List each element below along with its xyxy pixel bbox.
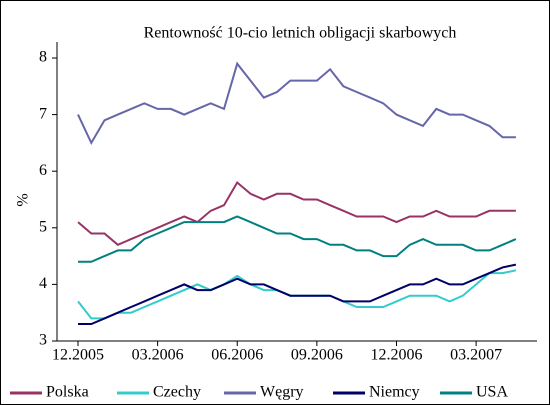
series-line xyxy=(77,61,516,146)
chart-title: Rentowność 10-cio letnich obligacji skar… xyxy=(144,25,457,42)
x-tick-label: 03.2007 xyxy=(450,347,502,364)
legend-label: Niemcy xyxy=(369,384,420,401)
x-tick-label: 12.2006 xyxy=(370,347,422,364)
series-line xyxy=(78,215,517,263)
y-tick-label: 7 xyxy=(39,105,47,122)
legend-label: USA xyxy=(476,384,508,401)
y-tick-label: 4 xyxy=(39,275,47,292)
series-line xyxy=(77,180,516,246)
y-tick-label: 3 xyxy=(39,332,47,349)
legend-label: Węgry xyxy=(260,384,304,401)
y-tick-label: 8 xyxy=(39,49,47,66)
series-line xyxy=(78,263,517,325)
x-tick-label: 03.2006 xyxy=(132,347,184,364)
y-axis-label: % xyxy=(15,193,32,206)
legend-label: Polska xyxy=(46,384,89,401)
legend-label: Czechy xyxy=(153,384,201,401)
x-tick-label: 09.2006 xyxy=(291,347,343,364)
y-tick-label: 5 xyxy=(39,218,47,235)
x-tick-label: 12.2005 xyxy=(52,347,104,364)
y-tick-label: 6 xyxy=(39,162,47,179)
x-tick-label: 06.2006 xyxy=(211,347,263,364)
